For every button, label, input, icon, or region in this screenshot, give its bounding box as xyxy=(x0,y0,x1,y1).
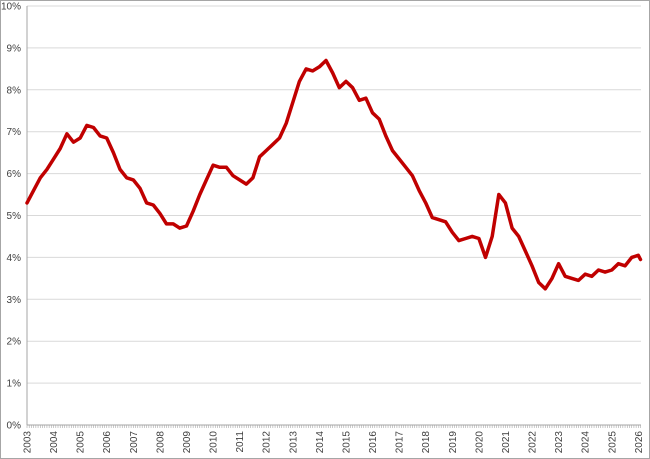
y-tick-label: 0% xyxy=(7,421,22,432)
x-tick-label: 2015 xyxy=(341,431,352,454)
x-tick-label: 2013 xyxy=(288,431,299,454)
x-tick-label: 2025 xyxy=(607,431,618,454)
plot-area xyxy=(25,58,643,291)
x-tick-label: 2008 xyxy=(155,431,166,454)
x-tick-label: 2005 xyxy=(76,431,87,454)
x-tick-label: 2018 xyxy=(421,431,432,454)
y-axis: 0% 1% 2% 3% 4% 5% 6% 7% 8% 9% 10% xyxy=(1,2,28,432)
y-tick-label: 9% xyxy=(7,43,22,54)
x-tick-label: 2023 xyxy=(554,431,565,454)
x-tick-label: 2021 xyxy=(501,431,512,454)
x-tick-label: 2016 xyxy=(368,431,379,454)
y-tick-label: 3% xyxy=(7,295,22,306)
x-tick-label: 2011 xyxy=(235,431,246,453)
x-tick-label: 2004 xyxy=(49,431,60,454)
x-tick-label: 2024 xyxy=(581,431,592,454)
x-tick-label: 2014 xyxy=(315,431,326,454)
y-tick-label: 4% xyxy=(7,253,22,264)
x-tick-label: 2017 xyxy=(395,431,406,454)
y-tick-label: 5% xyxy=(7,211,22,222)
x-tick-label: 2019 xyxy=(448,431,459,454)
series-line xyxy=(25,58,643,291)
gridlines xyxy=(27,5,641,384)
y-tick-label: 8% xyxy=(7,85,22,96)
x-tick-label: 2012 xyxy=(262,431,273,454)
x-tick-label: 2022 xyxy=(528,431,539,454)
x-tick-label: 2006 xyxy=(102,431,113,454)
y-tick-label: 6% xyxy=(7,169,22,180)
x-tick-label: 2003 xyxy=(23,431,34,454)
x-axis: 2003 2004 2005 2006 2007 2008 2009 2010 2011 2012… xyxy=(23,424,645,454)
y-tick-label: 10% xyxy=(1,2,21,13)
x-tick-label: 2009 xyxy=(182,431,193,454)
x-tick-label: 2026 xyxy=(634,431,645,454)
x-tick-label: 2010 xyxy=(209,431,220,454)
y-tick-label: 7% xyxy=(7,127,22,138)
y-tick-label: 1% xyxy=(7,379,22,390)
x-tick-label: 2007 xyxy=(129,431,140,454)
y-tick-label: 2% xyxy=(7,337,22,348)
x-tick-label: 2020 xyxy=(474,431,485,454)
